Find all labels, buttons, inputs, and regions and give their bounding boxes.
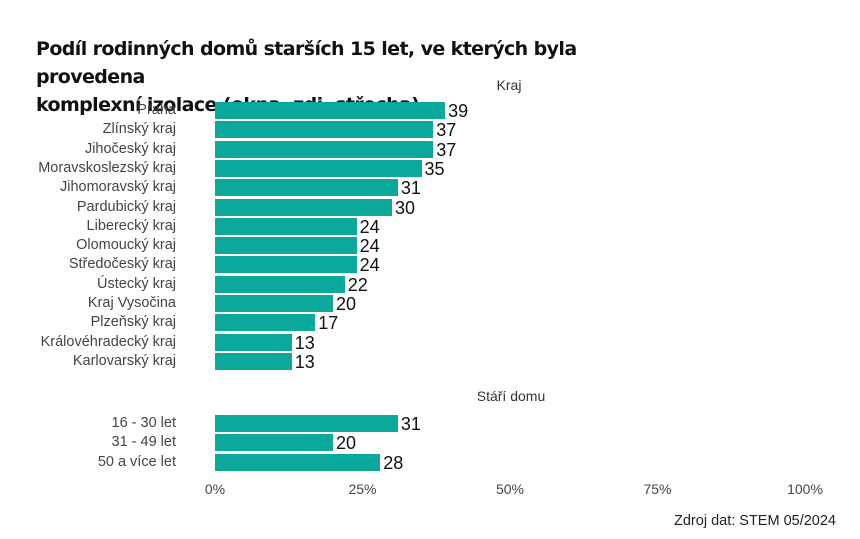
value-label: 13 [294, 351, 315, 372]
x-tick-label: 75% [643, 481, 672, 497]
value-label: 30 [395, 197, 416, 218]
value-label: 31 [400, 178, 421, 199]
value-label: 39 [448, 101, 469, 121]
bar [215, 198, 392, 216]
panel-title-kraj: Kraj [496, 77, 522, 93]
x-tick-label: 50% [495, 481, 525, 497]
bar [215, 453, 381, 471]
value-label: 20 [336, 433, 357, 454]
bar [215, 121, 434, 139]
category-label: Jihočeský kraj [84, 140, 176, 157]
category-label: Liberecký kraj [86, 217, 176, 234]
bar [215, 295, 333, 312]
bar [215, 102, 446, 119]
panel-title-stari-domu: Stáří domu [476, 388, 546, 404]
category-label: Královéhradecký kraj [40, 333, 176, 350]
value-label: 24 [359, 255, 380, 276]
category-label: Ústecký kraj [97, 275, 176, 292]
bar [215, 237, 357, 255]
bar [215, 314, 316, 332]
x-tick-label: 0% [204, 481, 226, 497]
chart-title-line-1: Podíl rodinných domů starších 15 let, ve… [36, 38, 577, 88]
category-label: Jihomoravský kraj [59, 179, 176, 196]
category-label: Kraj Vysočina [87, 295, 176, 311]
value-label: 37 [436, 120, 457, 141]
bar [215, 256, 357, 274]
value-label: 13 [294, 332, 315, 353]
bar [215, 159, 422, 177]
x-tick-label: 100% [787, 481, 823, 497]
category-label: Pardubický kraj [76, 198, 176, 215]
bar [215, 179, 398, 197]
category-label: Karlovarský kraj [72, 352, 176, 369]
category-label: Plzeňský kraj [90, 314, 176, 331]
value-label: 37 [436, 139, 457, 160]
category-label: Zlínský kraj [102, 121, 176, 138]
category-label: 50 a více let [97, 453, 176, 470]
bar [215, 275, 345, 293]
value-label: 20 [336, 294, 357, 314]
data-source: Zdroj dat: STEM 05/2024 [674, 513, 836, 529]
category-label: 31 - 49 let [111, 434, 177, 451]
category-label: 16 - 30 let [111, 415, 177, 431]
bar [215, 352, 292, 370]
bar [215, 415, 398, 432]
value-label: 28 [383, 452, 404, 473]
category-label: Moravskoslezský kraj [38, 159, 176, 176]
value-label: 24 [359, 216, 380, 237]
value-label: 31 [400, 414, 421, 434]
category-label: Praha [137, 102, 176, 118]
x-tick-label: 25% [348, 481, 377, 497]
category-label: Středočeský kraj [68, 256, 176, 273]
bar [215, 333, 292, 351]
value-label: 22 [347, 274, 368, 295]
value-label: 24 [359, 236, 380, 257]
bar [215, 217, 357, 235]
category-label: Olomoucký kraj [76, 237, 176, 254]
bar [215, 140, 434, 158]
value-label: 35 [424, 158, 445, 179]
bar [215, 434, 333, 452]
value-label: 17 [318, 313, 339, 334]
